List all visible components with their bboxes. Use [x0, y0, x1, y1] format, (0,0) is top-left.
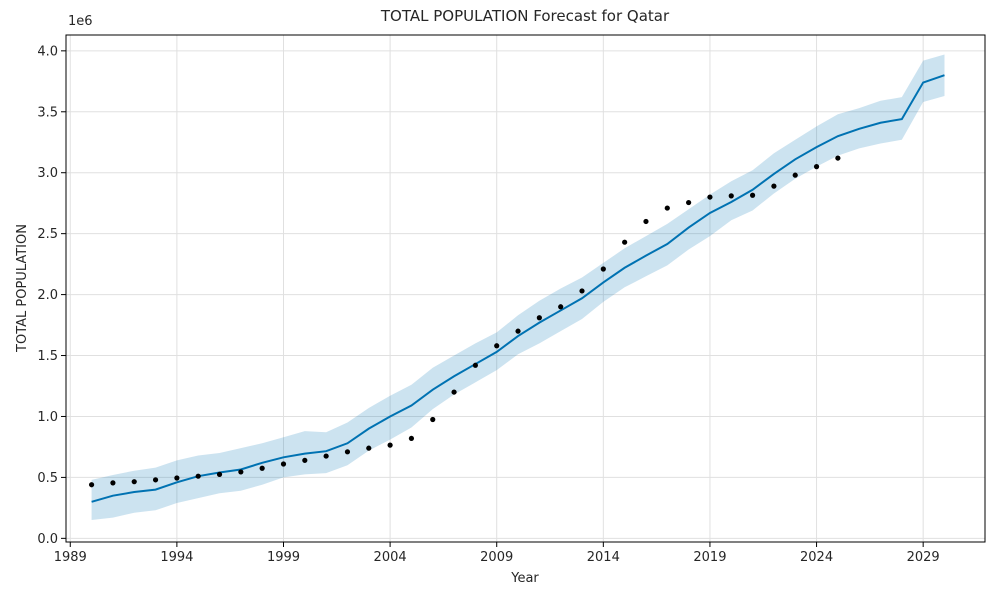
y-tick-label: 4.0 [37, 44, 58, 59]
actual-data-point [536, 315, 542, 321]
actual-data-point [430, 416, 436, 423]
actual-data-point [451, 389, 457, 395]
x-tick-label: 2004 [374, 550, 407, 565]
actual-data-point [366, 445, 372, 451]
plot-frame [65, 34, 986, 543]
y-tick-label: 3.5 [37, 105, 58, 120]
actual-data-point [600, 266, 606, 272]
actual-data-point [88, 482, 95, 488]
forecast-line [91, 74, 945, 503]
actual-data-point [259, 465, 265, 471]
grid-lines [66, 35, 985, 542]
uncertainty-band [91, 54, 945, 521]
x-axis-title: Year [510, 571, 539, 586]
x-tick-label: 2009 [480, 550, 513, 565]
actual-data-point [792, 172, 798, 178]
x-tick-label: 2019 [693, 550, 726, 565]
y-tick-label: 2.5 [37, 227, 58, 242]
x-tick-label: 2024 [800, 550, 833, 565]
actual-data-point [280, 461, 287, 467]
axes: 1989 1994 1999 2004 2009 2014 2019 2024 2029 0.0 0… [37, 34, 986, 565]
y-tick-label: 1.0 [37, 410, 58, 425]
y-tick-label: 0.0 [37, 532, 58, 547]
x-tick-label: 1989 [54, 550, 87, 565]
actual-data-point [110, 480, 116, 486]
y-axis-title: TOTAL POPULATION [15, 224, 30, 353]
actual-data-point [131, 479, 137, 485]
forecast-series-line [91, 74, 945, 503]
actual-data-point [302, 457, 308, 463]
actual-data-point [238, 469, 244, 475]
y-tick-label: 1.5 [37, 349, 58, 364]
actual-points [88, 155, 841, 488]
actual-data-point [813, 164, 820, 170]
actual-data-point [195, 473, 201, 479]
actual-data-point [344, 449, 351, 455]
x-tick-label: 1999 [267, 550, 300, 565]
y-tick-label: 3.0 [37, 166, 58, 181]
actual-data-point [515, 328, 521, 334]
actual-data-point [835, 155, 841, 161]
x-tick-label: 2014 [587, 550, 620, 565]
actual-data-point [323, 453, 329, 459]
y-offset-label: 1e6 [68, 14, 93, 29]
actual-data-point [728, 193, 734, 199]
chart-title: TOTAL POPULATION Forecast for Qatar [380, 7, 670, 25]
actual-data-point [216, 471, 223, 477]
actual-data-point [686, 199, 692, 206]
x-tick-label: 2029 [907, 550, 940, 565]
actual-data-point [472, 362, 478, 368]
actual-data-point [558, 304, 564, 310]
y-tick-label: 2.0 [37, 288, 58, 303]
uncertainty-band-area [91, 54, 945, 521]
actual-data-point [771, 183, 777, 189]
actual-data-point [749, 192, 756, 198]
actual-data-point [408, 435, 415, 442]
actual-data-point [387, 442, 393, 448]
actual-data-point [643, 218, 649, 225]
y-tick-label: 0.5 [37, 471, 58, 486]
actual-data-point [707, 194, 713, 200]
actual-data-point [579, 288, 585, 294]
x-tick-label: 1994 [160, 550, 193, 565]
actual-data-point [622, 239, 628, 245]
actual-data-point [152, 477, 159, 483]
actual-data-point [664, 205, 670, 211]
actual-data-point [494, 343, 500, 349]
actual-data-point [174, 475, 180, 481]
